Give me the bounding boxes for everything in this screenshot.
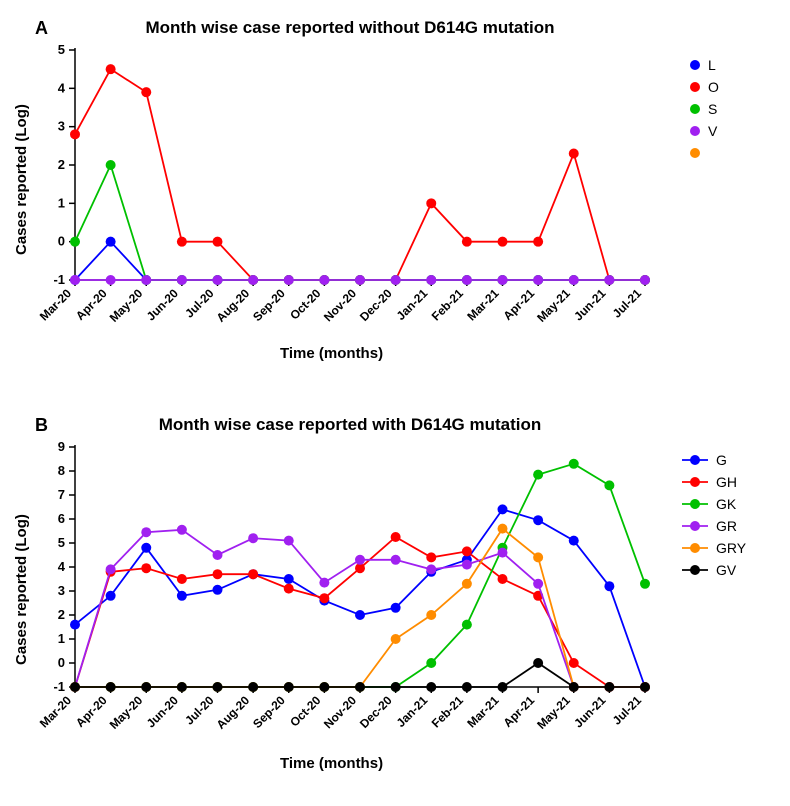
panel-a-chart: -1 0 1 2 3 4 5 Mar-20Apr-20May-20Jun-20Jul-20Au… (0, 40, 790, 380)
svg-text:Jul-21: Jul-21 (610, 286, 645, 321)
legend-label: GK (716, 496, 736, 512)
svg-text:6: 6 (58, 511, 65, 526)
legend-item: GH (680, 475, 746, 489)
legend-item: G (680, 453, 746, 467)
legend-label: L (708, 57, 716, 73)
legend-item: L (688, 58, 719, 72)
svg-text:May-21: May-21 (534, 693, 573, 732)
svg-text:Jun-20: Jun-20 (144, 693, 181, 730)
svg-text:-1: -1 (53, 679, 65, 694)
svg-text:3: 3 (58, 583, 65, 598)
svg-text:May-20: May-20 (107, 693, 146, 732)
svg-text:Sep-20: Sep-20 (250, 286, 288, 324)
legend-label: GV (716, 562, 736, 578)
svg-text:2: 2 (58, 607, 65, 622)
legend-item: O (688, 80, 719, 94)
svg-text:Aug-20: Aug-20 (214, 693, 253, 732)
svg-text:Dec-20: Dec-20 (357, 693, 395, 731)
panel-b-title: Month wise case reported with D614G muta… (80, 415, 620, 435)
panel-b-label: B (35, 415, 48, 436)
svg-text:Oct-20: Oct-20 (287, 693, 324, 730)
svg-text:Feb-21: Feb-21 (429, 286, 466, 323)
svg-text:0: 0 (58, 655, 65, 670)
svg-text:4: 4 (58, 80, 66, 95)
legend-label: GR (716, 518, 737, 534)
svg-text:Nov-20: Nov-20 (321, 693, 359, 731)
svg-text:5: 5 (58, 535, 65, 550)
panel-b: B Month wise case reported with D614G mu… (0, 405, 790, 805)
svg-text:Mar-20: Mar-20 (37, 286, 74, 323)
svg-text:-1: -1 (53, 272, 65, 287)
svg-text:Nov-20: Nov-20 (321, 286, 359, 324)
legend-label: V (708, 123, 717, 139)
legend-item: S (688, 102, 719, 116)
svg-text:Mar-20: Mar-20 (37, 693, 74, 730)
svg-text:1: 1 (58, 631, 65, 646)
svg-text:2: 2 (58, 157, 65, 172)
svg-text:4: 4 (58, 559, 66, 574)
legend-item: GV (680, 563, 746, 577)
panel-b-legend: G GH GK GR GRY GV (680, 453, 746, 585)
legend-item: V (688, 124, 719, 138)
legend-label: GRY (716, 540, 746, 556)
legend-label: GH (716, 474, 737, 490)
svg-text:5: 5 (58, 42, 65, 57)
svg-text:Aug-20: Aug-20 (214, 286, 253, 325)
panel-a-xlabel: Time (months) (280, 345, 383, 362)
svg-text:Mar-21: Mar-21 (464, 693, 501, 730)
legend-item: GRY (680, 541, 746, 555)
legend-item: GR (680, 519, 746, 533)
svg-text:3: 3 (58, 119, 65, 134)
panel-a-title: Month wise case reported without D614G m… (80, 18, 620, 38)
svg-text:1: 1 (58, 195, 65, 210)
svg-text:Jul-21: Jul-21 (610, 693, 645, 728)
legend-item: GK (680, 497, 746, 511)
svg-text:0: 0 (58, 234, 65, 249)
svg-text:Dec-20: Dec-20 (357, 286, 395, 324)
legend-label: O (708, 79, 719, 95)
svg-text:Oct-20: Oct-20 (287, 286, 324, 323)
panel-a-label: A (35, 18, 48, 39)
svg-text:Apr-21: Apr-21 (500, 286, 537, 323)
svg-text:Apr-20: Apr-20 (73, 286, 110, 323)
svg-text:Sep-20: Sep-20 (250, 693, 288, 731)
svg-text:9: 9 (58, 439, 65, 454)
panel-a-legend: LOSV (688, 58, 719, 168)
svg-text:Jul-20: Jul-20 (182, 693, 217, 728)
panel-b-chart: -10123456789Mar-20Apr-20May-20Jun-20Jul-… (0, 439, 790, 789)
svg-text:Jan-21: Jan-21 (394, 286, 431, 323)
svg-text:8: 8 (58, 463, 65, 478)
svg-text:May-21: May-21 (534, 286, 573, 325)
panel-b-xlabel: Time (months) (280, 755, 383, 772)
svg-text:Jun-21: Jun-21 (571, 286, 608, 323)
svg-text:May-20: May-20 (107, 286, 146, 325)
legend-label: S (708, 101, 717, 117)
svg-text:Jun-20: Jun-20 (144, 286, 181, 323)
panel-a: A Month wise case reported without D614G… (0, 0, 790, 380)
svg-text:Apr-21: Apr-21 (500, 693, 537, 730)
svg-text:Jul-20: Jul-20 (182, 286, 217, 321)
svg-text:Jun-21: Jun-21 (571, 693, 608, 730)
svg-text:Feb-21: Feb-21 (429, 693, 466, 730)
svg-text:7: 7 (58, 487, 65, 502)
legend-label: G (716, 452, 727, 468)
svg-text:Apr-20: Apr-20 (73, 693, 110, 730)
svg-text:Jan-21: Jan-21 (394, 693, 431, 730)
figure: A Month wise case reported without D614G… (0, 0, 790, 806)
svg-text:Mar-21: Mar-21 (464, 286, 501, 323)
legend-item (688, 146, 719, 160)
